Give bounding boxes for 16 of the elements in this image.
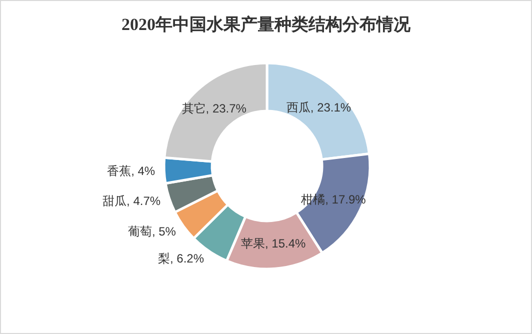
data-label: , 4%: [131, 164, 156, 178]
data-label: , 23.1%: [310, 100, 352, 115]
slice-label: 香蕉: [107, 164, 132, 178]
data-label: , 23.7%: [206, 102, 247, 116]
chart-title: 2020年中国水果产量种类结构分布情况: [122, 15, 412, 34]
slice-label: 西瓜: [286, 100, 310, 115]
slice-label: 柑橘: [300, 192, 326, 206]
data-label: , 5%: [152, 224, 176, 238]
data-label: , 15.4%: [265, 236, 306, 251]
slice-label: 梨: [158, 252, 170, 266]
data-label: , 6.2%: [170, 252, 204, 266]
slice-label: 甜瓜: [102, 194, 127, 208]
data-label: , 4.7%: [126, 194, 161, 208]
slice-label: 其它: [182, 102, 206, 116]
slice-label: 苹果: [241, 236, 266, 251]
slice-label: 葡萄: [128, 224, 152, 238]
